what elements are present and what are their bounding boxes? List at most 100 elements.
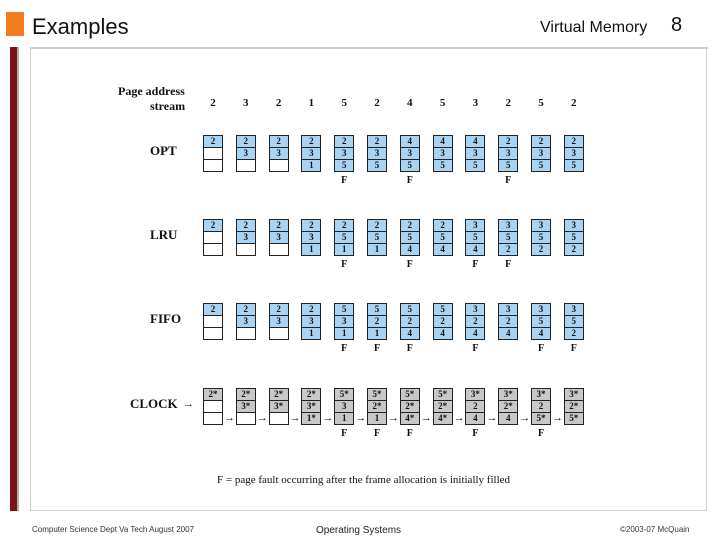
stream-page: 5 bbox=[439, 97, 446, 109]
frame-cell: 2 bbox=[367, 135, 387, 148]
stream-page: 2 bbox=[210, 97, 216, 109]
frame-cell bbox=[203, 413, 223, 425]
frame-cell: 4 bbox=[531, 328, 551, 340]
frame-cell: 1 bbox=[301, 244, 322, 256]
frame-cell: 3* bbox=[465, 388, 486, 401]
page-fault-marker: F bbox=[341, 428, 348, 439]
frame-cell bbox=[203, 401, 223, 413]
frame-cell: 5* bbox=[563, 413, 584, 425]
frame-cell: 1 bbox=[367, 244, 387, 256]
frame-cell bbox=[203, 160, 223, 172]
frame-cell: 4 bbox=[465, 135, 486, 148]
frame-cell: 5 bbox=[367, 303, 387, 316]
frame-cell: 1* bbox=[301, 413, 322, 425]
frame-cell: 2 bbox=[432, 316, 453, 328]
frame-cell: 3 bbox=[301, 232, 322, 244]
frame-cell: 2* bbox=[367, 401, 387, 413]
frame-cell: 3 bbox=[563, 148, 584, 160]
page-fault-marker: F bbox=[341, 343, 348, 354]
frame-cell: 3 bbox=[531, 148, 551, 160]
frame-cell bbox=[203, 328, 223, 340]
frame-cell: 2* bbox=[235, 388, 256, 401]
frame-cell: 2 bbox=[531, 401, 551, 413]
page-fault-marker: F bbox=[406, 175, 413, 186]
frame-cell bbox=[235, 244, 256, 256]
frame-cell: 5 bbox=[563, 160, 584, 172]
frame-cell: 2* bbox=[203, 388, 223, 401]
frame-column: 2* bbox=[203, 388, 223, 425]
frame-cell: 5 bbox=[367, 232, 387, 244]
frame-cell: 4 bbox=[432, 244, 453, 256]
frame-cell: 1 bbox=[334, 413, 355, 425]
frame-cell: 3 bbox=[399, 148, 420, 160]
frame-cell: 3 bbox=[465, 303, 486, 316]
policy-label: FIFO bbox=[150, 311, 182, 326]
frame-cell: 1 bbox=[334, 244, 355, 256]
frame-cell: 4 bbox=[465, 244, 486, 256]
frame-cell: 1 bbox=[334, 328, 355, 340]
stream-page: 2 bbox=[374, 97, 380, 109]
frame-column: 3* 2 4 bbox=[465, 388, 486, 425]
stream-page: 2 bbox=[275, 97, 282, 109]
stream-page: 3 bbox=[243, 97, 249, 109]
frame-cell: 3 bbox=[268, 148, 289, 160]
frame-cell: 1 bbox=[367, 413, 387, 425]
frame-cell: 3 bbox=[498, 219, 519, 232]
frame-cell: 4 bbox=[399, 135, 420, 148]
stream-page: 2 bbox=[505, 97, 511, 109]
frame-cell: 2 bbox=[367, 219, 387, 232]
frame-cell: 4 bbox=[465, 413, 486, 425]
page-fault-marker: F bbox=[406, 343, 413, 354]
frame-cell: 4* bbox=[432, 413, 453, 425]
frame-column: 5* 3 1 bbox=[334, 388, 355, 425]
clock-arrow: → bbox=[224, 412, 235, 424]
frame-cell: 1 bbox=[301, 160, 322, 172]
frame-cell: 3 bbox=[235, 232, 256, 244]
frame-cell: 2 bbox=[268, 135, 289, 148]
frame-cell: 5 bbox=[498, 232, 519, 244]
policy-label: OPT bbox=[150, 143, 177, 158]
frame-cell: 3 bbox=[334, 148, 355, 160]
frame-cell: 2 bbox=[465, 401, 486, 413]
frame-cell: 3 bbox=[235, 316, 256, 328]
frame-cell: 5 bbox=[531, 232, 551, 244]
frame-cell: 2 bbox=[268, 219, 289, 232]
frame-cell bbox=[268, 413, 289, 425]
frame-cell: 4 bbox=[498, 328, 519, 340]
frame-cell: 5 bbox=[498, 160, 519, 172]
page-fault-marker: F bbox=[406, 259, 413, 270]
left-accent-stripe bbox=[17, 47, 19, 511]
page-fault-marker: F bbox=[472, 343, 479, 354]
clock-arrow: → bbox=[355, 412, 367, 424]
frame-cell: 4 bbox=[399, 244, 420, 256]
frame-cell: 2 bbox=[203, 219, 223, 232]
footer-copyright: ©2003-07 McQuain bbox=[620, 525, 690, 534]
clock-arrow: → bbox=[486, 412, 498, 424]
frame-column: 2* 3* bbox=[235, 388, 256, 425]
frame-cell: 1 bbox=[301, 328, 322, 340]
slide-title: Examples bbox=[32, 14, 129, 39]
frame-cell: 5 bbox=[531, 160, 551, 172]
frame-cell: 3 bbox=[268, 232, 289, 244]
frame-cell: 5 bbox=[432, 232, 453, 244]
frame-cell: 2 bbox=[399, 219, 420, 232]
stream-label: Page address stream bbox=[118, 84, 185, 114]
frame-cell: 2 bbox=[203, 303, 223, 316]
title-bullet bbox=[6, 12, 24, 36]
frame-cell: 3* bbox=[563, 388, 584, 401]
frame-cell: 3 bbox=[563, 219, 584, 232]
frame-cell: 2 bbox=[432, 219, 453, 232]
